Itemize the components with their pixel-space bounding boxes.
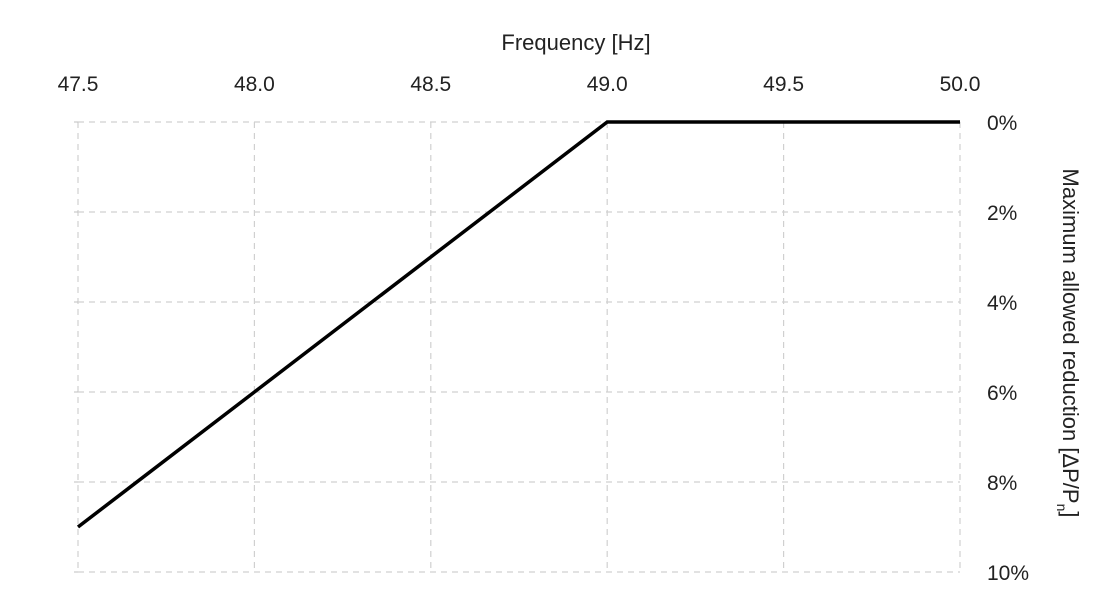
x-tick-label: 48.0 [234,73,275,96]
y-axis-title-subscript: n [1054,504,1070,512]
y-tick-label: 0% [987,112,1017,135]
y-axis-title: Maximum allowed reduction [ΔP/Pn] [1054,169,1083,518]
y-tick-label: 6% [987,382,1017,405]
tick-labels: 47.5 48.0 48.5 49.0 49.5 50.0 0% 2% 4% 6% 8% 10% [58,73,1029,585]
axes [74,121,78,573]
y-tick-label: 8% [987,472,1017,495]
y-axis-title-close: ] [1058,511,1083,517]
x-tick-label: 49.0 [587,73,628,96]
series-line [76,120,960,529]
grid [77,121,961,573]
x-axis-title: Frequency [Hz] [501,30,650,55]
x-tick-label: 48.5 [410,73,451,96]
y-tick-label: 4% [987,292,1017,315]
series [76,120,961,529]
y-tick-label: 2% [987,202,1017,225]
x-tick-label: 50.0 [940,73,981,96]
y-tick-label: 10% [987,562,1029,585]
x-tick-label: 47.5 [58,73,99,96]
y-axis-title-text: Maximum allowed reduction [ΔP/P [1058,169,1083,504]
x-tick-label: 49.5 [763,73,804,96]
